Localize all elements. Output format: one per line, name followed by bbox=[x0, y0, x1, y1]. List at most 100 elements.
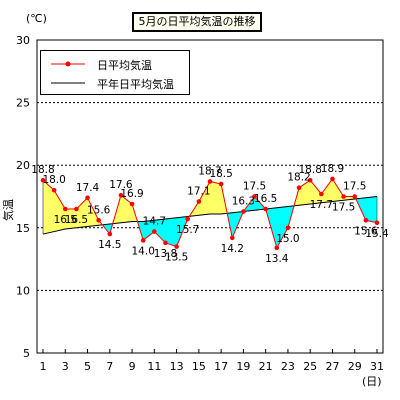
data-point bbox=[341, 194, 346, 199]
data-label: 14.2 bbox=[221, 243, 244, 255]
chart-title: 5月の日平均気温の推移 bbox=[132, 12, 262, 32]
y-tick-label: 15 bbox=[16, 222, 30, 235]
data-label: 17.5 bbox=[343, 181, 366, 193]
y-tick-label: 10 bbox=[16, 284, 30, 297]
data-point bbox=[174, 244, 179, 249]
data-point bbox=[252, 194, 257, 199]
data-point bbox=[352, 194, 358, 199]
data-label: 14.5 bbox=[98, 239, 121, 251]
y-tick-label: 25 bbox=[16, 97, 30, 110]
y-tick-label: 20 bbox=[16, 159, 30, 172]
x-tick-label: 29 bbox=[348, 360, 362, 373]
x-tick-label: 11 bbox=[147, 360, 161, 373]
legend-black-line-icon bbox=[51, 82, 85, 84]
data-point bbox=[96, 217, 101, 223]
x-tick-label: 25 bbox=[303, 360, 317, 373]
data-label: 15.4 bbox=[365, 228, 389, 240]
x-tick-label: 19 bbox=[236, 360, 250, 373]
data-label: 18.0 bbox=[42, 174, 65, 186]
legend-item-daily-mean: 日平均気温 bbox=[41, 56, 189, 72]
x-unit-label: (日) bbox=[362, 375, 382, 388]
data-point bbox=[274, 245, 280, 251]
x-tick-label: 17 bbox=[214, 360, 228, 373]
data-label: 16.3 bbox=[232, 196, 255, 208]
data-label: 18.8 bbox=[299, 164, 322, 176]
data-point bbox=[107, 231, 113, 237]
data-point bbox=[363, 217, 369, 223]
data-point bbox=[330, 176, 335, 182]
data-point bbox=[285, 225, 291, 231]
data-point bbox=[207, 179, 213, 184]
data-point bbox=[241, 209, 246, 214]
data-label: 13.5 bbox=[165, 252, 188, 264]
data-point bbox=[296, 185, 302, 191]
data-point bbox=[319, 191, 324, 197]
data-point bbox=[229, 235, 235, 241]
legend-red-marker-icon bbox=[51, 61, 85, 67]
data-label: 14.7 bbox=[143, 216, 166, 228]
data-label: 13.8 bbox=[154, 248, 177, 260]
legend-label-daily-mean: 日平均気温 bbox=[97, 59, 152, 72]
data-label: 13.4 bbox=[265, 253, 289, 265]
normal-mean-line bbox=[42, 196, 378, 235]
data-label: 17.7 bbox=[310, 199, 333, 211]
data-point bbox=[51, 187, 57, 193]
data-point bbox=[40, 177, 46, 183]
data-label: 18.5 bbox=[209, 168, 232, 180]
data-label: 15.6 bbox=[87, 204, 111, 216]
y-tick-label: 5 bbox=[23, 347, 30, 360]
data-label: 18.7 bbox=[198, 165, 221, 177]
data-label: 17.5 bbox=[243, 181, 266, 193]
data-label: 15.0 bbox=[276, 233, 299, 245]
x-tick-label: 15 bbox=[192, 360, 206, 373]
data-point bbox=[74, 206, 79, 212]
y-axis-title: 気温 bbox=[1, 199, 15, 221]
data-label: 16.5 bbox=[65, 214, 88, 226]
data-label: 15.7 bbox=[176, 224, 199, 236]
data-label: 14.0 bbox=[132, 245, 155, 257]
data-label: 18.2 bbox=[287, 172, 310, 184]
data-point bbox=[185, 216, 191, 222]
data-label: 18.9 bbox=[321, 163, 344, 175]
legend: 日平均気温 平年日平均気温 bbox=[40, 50, 190, 95]
data-label: 18.8 bbox=[31, 164, 54, 176]
data-point bbox=[163, 240, 168, 246]
y-tick-label: 30 bbox=[16, 34, 30, 47]
data-labels: 18.818.016.516.517.415.614.517.616.914.0… bbox=[31, 163, 389, 265]
data-point bbox=[307, 177, 313, 183]
data-point bbox=[263, 206, 268, 212]
x-tick-label: 27 bbox=[325, 360, 339, 373]
data-point bbox=[196, 199, 202, 204]
x-tick-label: 7 bbox=[106, 360, 113, 373]
x-tick-label: 31 bbox=[370, 360, 384, 373]
data-label: 16.5 bbox=[254, 193, 277, 205]
data-label: 16.9 bbox=[120, 188, 143, 200]
legend-item-normal-mean: 平年日平均気温 bbox=[41, 75, 189, 91]
grid-lines bbox=[37, 102, 383, 291]
data-label: 17.1 bbox=[187, 186, 210, 198]
data-label: 17.6 bbox=[109, 179, 133, 191]
data-points bbox=[40, 176, 380, 251]
data-label: 17.4 bbox=[76, 182, 100, 194]
legend-label-normal-mean: 平年日平均気温 bbox=[97, 78, 174, 91]
x-tick-label: 13 bbox=[170, 360, 184, 373]
x-tick-label: 23 bbox=[281, 360, 295, 373]
data-point bbox=[374, 220, 380, 226]
data-label: 15.6 bbox=[354, 225, 378, 237]
data-point bbox=[218, 181, 224, 187]
x-tick-label: 5 bbox=[84, 360, 91, 373]
x-tick-label: 21 bbox=[259, 360, 273, 373]
data-point bbox=[118, 192, 124, 198]
data-point bbox=[85, 195, 90, 201]
y-unit-label: (℃) bbox=[26, 12, 47, 25]
x-tick-label: 9 bbox=[129, 360, 136, 373]
data-point bbox=[62, 206, 68, 212]
data-point bbox=[129, 201, 135, 207]
data-point bbox=[140, 238, 146, 243]
data-label: 16.5 bbox=[54, 214, 77, 226]
data-point bbox=[152, 229, 157, 234]
data-label: 17.5 bbox=[332, 202, 355, 214]
x-tick-label: 1 bbox=[40, 360, 47, 373]
